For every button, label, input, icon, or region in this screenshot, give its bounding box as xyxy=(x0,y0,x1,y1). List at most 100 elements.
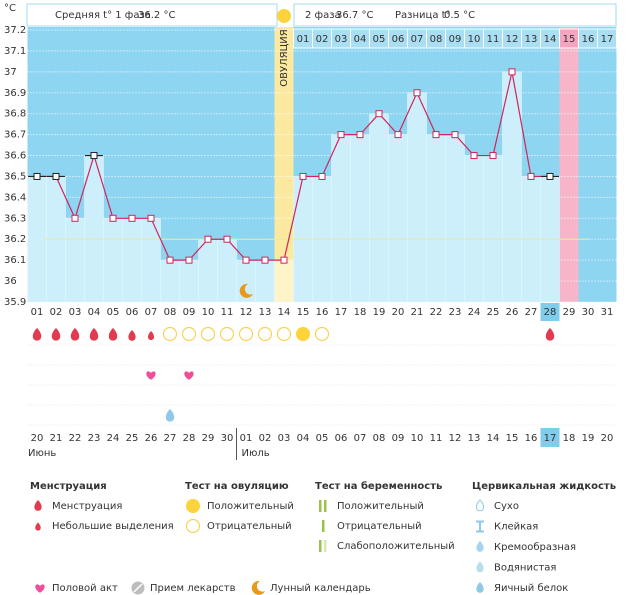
cycle-day-label: 07 xyxy=(145,307,158,318)
date-label: 19 xyxy=(582,433,595,444)
temperature-bar xyxy=(445,134,465,303)
phase1-value: 36.2 °C xyxy=(138,10,175,21)
legend-item: Яичный белок xyxy=(494,583,568,594)
y-tick-label: 36.6 xyxy=(4,151,26,162)
temperature-point xyxy=(52,172,60,180)
y-tick-label: 36.7 xyxy=(4,130,26,141)
y-tick-label: 36.1 xyxy=(4,255,26,266)
legend-item: Менструация xyxy=(52,501,122,512)
legend-item: Отрицательный xyxy=(337,521,422,532)
temperature-point xyxy=(223,235,231,243)
legend-icon xyxy=(476,582,484,593)
date-label: 23 xyxy=(88,433,101,444)
cycle-day-label: 31 xyxy=(601,307,614,318)
cycle-day-label: 19 xyxy=(373,307,386,318)
date-label: 08 xyxy=(373,433,386,444)
temperature-point xyxy=(280,256,288,264)
temperature-point xyxy=(508,68,516,76)
legend-icon xyxy=(34,500,42,511)
spotting-icon xyxy=(128,330,136,341)
month-label: Июль xyxy=(242,448,270,459)
date-label: 24 xyxy=(107,433,120,444)
cycle-day-label: 26 xyxy=(506,307,519,318)
date-label: 22 xyxy=(69,433,82,444)
cycle-day-label: 25 xyxy=(487,307,500,318)
menstruation-icon xyxy=(51,328,61,341)
cycle-day-label: 15 xyxy=(297,307,310,318)
cycle-day-label: 16 xyxy=(316,307,329,318)
temperature-point xyxy=(527,172,535,180)
date-label: 05 xyxy=(316,433,329,444)
date-label: 03 xyxy=(278,433,291,444)
cycle-day-label: 02 xyxy=(50,307,63,318)
cycle-day-label: 17 xyxy=(335,307,348,318)
temperature-point xyxy=(546,172,554,180)
phase2-day: 02 xyxy=(316,34,329,45)
temperature-bar xyxy=(369,113,389,303)
ovulation-test-negative xyxy=(200,326,216,342)
legend-heading: Тест на овуляцию xyxy=(185,481,289,492)
legend-item: Небольшие выделения xyxy=(52,521,174,532)
cycle-day-label: 23 xyxy=(449,307,462,318)
date-label: 09 xyxy=(392,433,405,444)
menstruation-icon xyxy=(89,328,99,341)
phase2-day: 04 xyxy=(354,34,367,45)
temperature-point xyxy=(356,131,364,139)
sex-icon xyxy=(184,371,194,380)
unit-label: °C xyxy=(4,3,16,14)
y-tick-label: 36.4 xyxy=(4,192,26,203)
temperature-bar xyxy=(350,134,370,303)
legend-icon xyxy=(476,520,484,533)
date-label: 14 xyxy=(487,433,500,444)
legend-icon xyxy=(35,522,41,531)
legend-icon xyxy=(324,540,327,552)
temperature-point xyxy=(299,172,307,180)
date-label: 16 xyxy=(525,433,538,444)
ovulation-label: ОВУЛЯЦИЯ xyxy=(279,29,290,87)
cycle-day-label: 28 xyxy=(544,307,557,318)
legend-item: Лунный календарь xyxy=(270,583,371,594)
phase2-box xyxy=(293,3,617,27)
phase2-cell xyxy=(597,28,617,49)
cycle-day-label: 08 xyxy=(164,307,177,318)
legend-icon xyxy=(476,561,484,573)
temperature-line xyxy=(37,71,550,261)
cycle-day-label: 12 xyxy=(240,307,253,318)
legend-item: Положительный xyxy=(337,501,424,512)
cycle-day-label: 21 xyxy=(411,307,424,318)
date-label: 11 xyxy=(430,433,443,444)
spotting-icon xyxy=(147,331,155,340)
ovulation-test-negative xyxy=(314,326,330,342)
cycle-day-label: 04 xyxy=(88,307,101,318)
phase2-day: 11 xyxy=(487,34,500,45)
temperature-point xyxy=(451,131,459,139)
temperature-bar xyxy=(217,238,237,303)
phase2-day: 16 xyxy=(582,34,595,45)
temperature-point xyxy=(375,110,383,118)
temperature-bar xyxy=(160,259,180,303)
temperature-bar xyxy=(407,92,427,303)
date-label: 30 xyxy=(221,433,234,444)
menstruation-icon xyxy=(32,328,42,341)
legend-item: Сухо xyxy=(494,501,519,512)
sex-icon xyxy=(146,371,156,380)
legend-heading: Менструация xyxy=(30,481,107,492)
date-label: 17 xyxy=(544,433,557,444)
date-label: 29 xyxy=(202,433,215,444)
date-label: 12 xyxy=(449,433,462,444)
phase2-day: 09 xyxy=(449,34,462,45)
legend-item: Прием лекарств xyxy=(150,583,236,594)
phase1-box xyxy=(26,3,278,27)
temperature-bar xyxy=(331,134,351,303)
temperature-bar xyxy=(141,218,161,303)
phase2-day: 06 xyxy=(392,34,405,45)
temperature-bar xyxy=(198,238,218,303)
ovulation-test-negative xyxy=(238,326,254,342)
phase2-day: 15 xyxy=(563,34,576,45)
ovulation-marker xyxy=(277,9,291,23)
legend-item: Кремообразная xyxy=(494,542,576,553)
cycle-day-label: 22 xyxy=(430,307,443,318)
phase2-day: 13 xyxy=(525,34,538,45)
phase2-value: 36.7 °C xyxy=(336,10,373,21)
temperature-point xyxy=(261,256,269,264)
